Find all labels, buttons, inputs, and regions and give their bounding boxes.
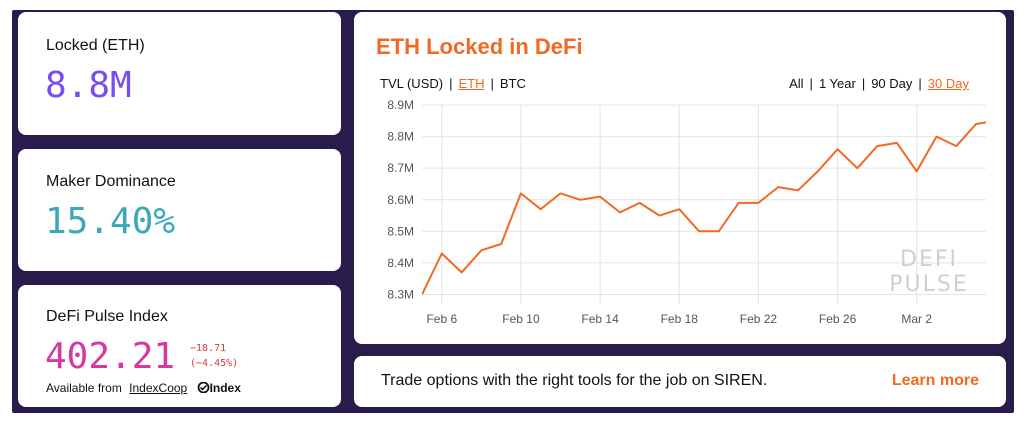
x-tick-label: Feb 26 [819,312,857,326]
chart-card: ETH Locked in DeFi TVL (USD) | ETH | BTC All… [354,12,1006,344]
locked-eth-label: Locked (ETH) [46,37,145,54]
watermark-line2: PULSE [889,272,969,297]
series-line-eth-locked[interactable] [422,121,1006,295]
chart-title: ETH Locked in DeFi [376,34,583,59]
index-change-pct: (−4.45%) [190,358,239,369]
maker-dominance-value: 15.40% [45,201,176,242]
unit-toggle-btc[interactable]: BTC [499,76,526,91]
y-tick-label: 8.3M [387,288,414,302]
y-tick-label: 8.7M [387,161,414,175]
y-tick-label: 8.5M [387,224,414,238]
x-tick-label: Mar 2 [901,312,932,326]
index-change: −18.71 (−4.45%) [190,341,238,371]
range-toggle-1-year[interactable]: 1 Year [818,76,856,91]
chart-axes: 8.3M 8.4M 8.5M 8.6M 8.7M 8.8M 8.9M Feb 6 Feb 10 F… [387,98,932,326]
watermark-line1: DEFI [900,247,958,272]
unit-toggle-eth[interactable]: ETH [458,76,485,91]
y-tick-label: 8.9M [387,98,414,112]
unit-toggle-tvl-usd[interactable]: TVL (USD) [380,76,444,91]
toggle-separator: | [809,76,813,91]
maker-dominance-label: Maker Dominance [46,173,176,190]
x-tick-label: Feb 10 [502,312,540,326]
y-tick-label: 8.6M [387,193,414,207]
x-tick-label: Feb 22 [740,312,778,326]
toggle-separator: | [490,76,494,91]
defi-pulse-index-label: DeFi Pulse Index [46,308,168,325]
toggle-separator: | [918,76,922,91]
defi-pulse-index-value: 402.21 [45,336,176,377]
toggle-separator: | [861,76,866,91]
range-toggle-all[interactable]: All [789,76,804,91]
x-tick-label: Feb 6 [426,312,457,326]
range-toggles: All | 1 Year | 90 Day | 30 Day [789,76,969,91]
x-tick-label: Feb 14 [581,312,619,326]
index-brand-link[interactable]: Index [197,381,241,395]
index-logo-icon [197,381,209,394]
index-change-abs: −18.71 [190,343,227,354]
learn-more-link[interactable]: Learn more [891,372,979,389]
range-toggle-90-day[interactable]: 90 Day [871,76,913,91]
chart-series [422,121,1006,295]
y-tick-label: 8.4M [387,256,414,270]
indexcoop-link[interactable]: IndexCoop [129,381,188,395]
line-chart: DEFI PULSE 8.3M 8.4M 8.5M 8.6M 8.7M 8.8M 8.9M F… [387,98,1006,326]
locked-eth-value: 8.8M [45,65,132,106]
unit-toggles: TVL (USD) | ETH | BTC [380,76,526,91]
range-toggle-30-day[interactable]: 30 Day [927,76,969,91]
available-from-text: Available from [46,381,122,395]
toggle-separator: | [449,76,453,91]
x-tick-label: Feb 18 [661,312,699,326]
y-tick-label: 8.8M [387,130,414,144]
promo-banner: Trade options with the right tools for t… [354,356,1006,407]
available-from-row: Available from IndexCoop Index [46,381,241,395]
maker-dominance-card: Maker Dominance 15.40% [18,149,341,271]
index-brand-label: Index [209,381,241,395]
defi-pulse-index-card: DeFi Pulse Index 402.21 −18.71 (−4.45%) … [18,285,341,407]
promo-text: Trade options with the right tools for t… [381,372,768,389]
locked-eth-card: Locked (ETH) 8.8M [18,12,341,135]
defi-pulse-watermark: DEFI PULSE [889,247,969,297]
